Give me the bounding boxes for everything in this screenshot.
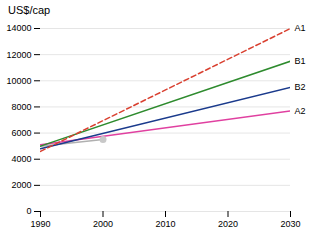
svg-text:2000: 2000 bbox=[11, 180, 31, 190]
svg-text:A2: A2 bbox=[295, 106, 306, 116]
svg-text:10000: 10000 bbox=[6, 76, 31, 86]
svg-text:2010: 2010 bbox=[155, 219, 175, 229]
svg-text:A1: A1 bbox=[295, 23, 306, 33]
svg-text:6000: 6000 bbox=[11, 128, 31, 138]
svg-text:2020: 2020 bbox=[218, 219, 238, 229]
svg-text:1990: 1990 bbox=[30, 219, 50, 229]
svg-text:2030: 2030 bbox=[280, 219, 300, 229]
svg-text:8000: 8000 bbox=[11, 102, 31, 112]
svg-text:12000: 12000 bbox=[6, 50, 31, 60]
svg-text:2000: 2000 bbox=[93, 219, 113, 229]
svg-text:B2: B2 bbox=[295, 82, 306, 92]
svg-text:4000: 4000 bbox=[11, 154, 31, 164]
svg-text:14000: 14000 bbox=[6, 23, 31, 33]
html-text:US$/cap: US$/cap bbox=[8, 4, 51, 16]
svg-text:B1: B1 bbox=[295, 56, 306, 66]
svg-text:0: 0 bbox=[26, 206, 31, 216]
